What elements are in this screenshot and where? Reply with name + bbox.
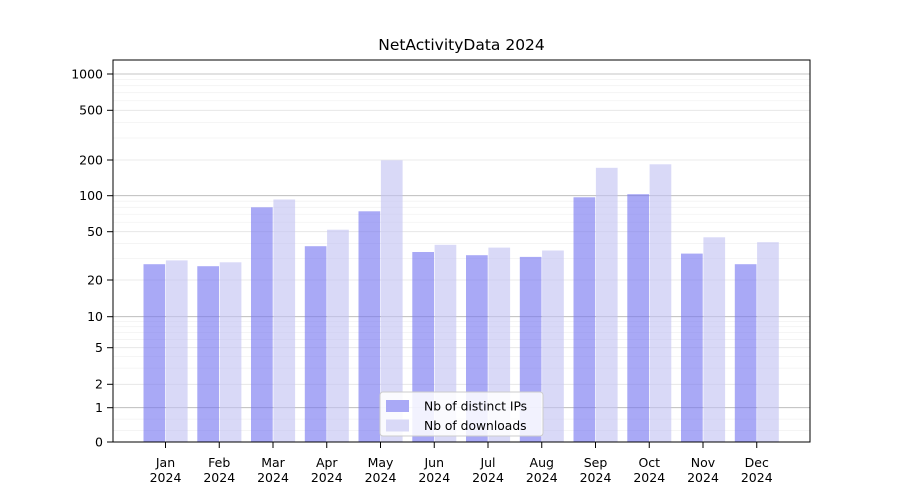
x-tick-label-year: 2024	[580, 470, 612, 485]
x-tick-label-year: 2024	[472, 470, 504, 485]
bar	[327, 229, 349, 442]
x-tick-label-month: Mar	[261, 455, 285, 470]
legend-label: Nb of downloads	[424, 419, 527, 433]
bar	[380, 160, 403, 443]
bar	[703, 237, 726, 442]
x-tick-label-month: Jun	[423, 455, 444, 470]
x-tick-label-year: 2024	[203, 470, 235, 485]
x-tick-label-year: 2024	[311, 470, 343, 485]
x-tick-label-year: 2024	[257, 470, 289, 485]
y-tick-label: 200	[79, 152, 103, 167]
y-tick-label: 20	[87, 272, 103, 287]
x-tick-label-month: Jan	[155, 455, 175, 470]
x-tick-label-month: Feb	[208, 455, 230, 470]
legend: Nb of distinct IPs Nb of downloads	[379, 391, 544, 437]
x-tick-label-month: Jul	[479, 455, 495, 470]
x-tick-label-month: Apr	[316, 455, 338, 470]
x-axis: Jan2024Feb2024Mar2024Apr2024May2024Jun20…	[150, 442, 773, 485]
chart-title: NetActivityData 2024	[378, 36, 545, 54]
y-tick-label: 2	[95, 377, 103, 392]
bar	[273, 199, 296, 442]
bar	[251, 207, 273, 442]
bar	[197, 266, 219, 442]
x-tick-label-year: 2024	[741, 470, 773, 485]
bar	[165, 260, 188, 442]
bar	[649, 164, 672, 443]
plot-border	[112, 59, 811, 443]
legend-swatch	[386, 400, 409, 412]
y-axis: 0 1 2 5 10 20 50 100 200 500 1000	[71, 66, 113, 449]
x-tick-label-year: 2024	[418, 470, 450, 485]
legend-swatch	[386, 419, 409, 432]
x-tick-label-year: 2024	[526, 470, 558, 485]
x-tick-label-month: Oct	[638, 455, 660, 470]
bar	[734, 264, 757, 442]
x-tick-label-month: Aug	[530, 455, 554, 470]
y-tick-label: 0	[95, 434, 103, 449]
y-tick-label: 1000	[71, 66, 103, 81]
bar	[219, 262, 242, 442]
y-tick-label: 5	[95, 340, 103, 355]
x-tick-label-year: 2024	[687, 470, 719, 485]
y-tick-label: 500	[79, 103, 103, 118]
bar	[358, 211, 381, 442]
x-tick-label-year: 2024	[633, 470, 665, 485]
x-tick-label-month: Nov	[691, 455, 716, 470]
y-tick-label: 100	[79, 188, 103, 203]
legend-box	[379, 391, 544, 437]
x-tick-label-month: May	[368, 455, 394, 470]
bar	[595, 167, 618, 443]
bar	[627, 194, 649, 442]
bar	[573, 197, 596, 442]
x-tick-label-month: Dec	[745, 455, 769, 470]
x-tick-label-month: Sep	[584, 455, 608, 470]
bar	[304, 246, 327, 442]
bar	[143, 264, 166, 442]
x-tick-label-year: 2024	[365, 470, 397, 485]
bar	[542, 250, 564, 442]
y-tick-label: 10	[87, 309, 103, 324]
y-tick-label: 1	[95, 400, 103, 415]
y-tick-label: 50	[87, 224, 103, 239]
bar	[681, 253, 703, 442]
x-tick-label-year: 2024	[150, 470, 182, 485]
legend-label: Nb of distinct IPs	[424, 400, 527, 414]
bar	[757, 242, 779, 442]
